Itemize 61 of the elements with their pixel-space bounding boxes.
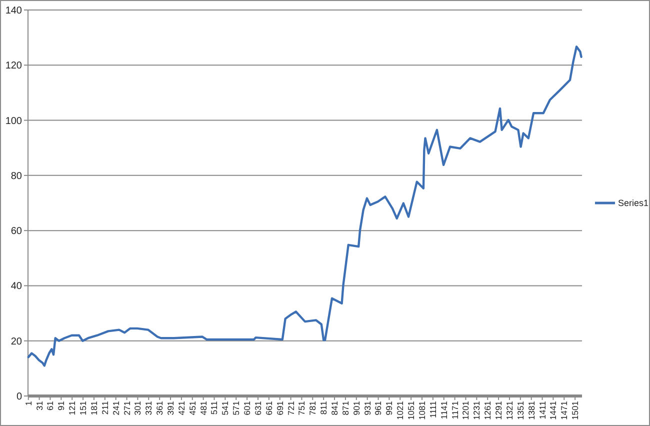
- x-tick-label: 1021: [395, 400, 406, 420]
- x-tick-label: 961: [373, 400, 384, 416]
- line-series: [27, 46, 582, 367]
- y-tick-label: 120: [5, 60, 22, 72]
- y-tick-label: 20: [10, 336, 22, 348]
- x-tick-label: 841: [329, 400, 340, 416]
- x-tick-label: 1: [23, 400, 34, 406]
- x-tick-label: 1291: [494, 400, 504, 420]
- x-tick-label: 1081: [416, 400, 427, 420]
- x-tick-label: 781: [308, 400, 318, 416]
- y-tick-label: 100: [5, 116, 22, 127]
- legend-label: Series1: [618, 198, 649, 208]
- y-tick-label: 80: [10, 170, 22, 182]
- x-tick-label: 871: [340, 400, 350, 416]
- x-tick-label: 1351: [515, 400, 526, 420]
- x-tick-label: 1321: [504, 400, 514, 420]
- x-tick-label: 1501: [570, 400, 580, 420]
- x-tick-label: 601: [242, 400, 252, 416]
- x-tick-label: 721: [286, 400, 296, 416]
- y-tick-label: 40: [10, 281, 22, 292]
- x-tick-label: 811: [318, 400, 329, 415]
- x-tick-label: 1441: [548, 400, 558, 420]
- x-tick-label: 1231: [472, 400, 482, 420]
- x-tick-label: 91: [56, 400, 66, 410]
- x-tick-label: 1171: [450, 400, 460, 420]
- x-tick-label: 1411: [537, 400, 548, 420]
- x-tick-label: 181: [88, 400, 99, 416]
- x-tick-label: 331: [144, 400, 154, 416]
- y-tick-label: 140: [5, 6, 22, 16]
- x-tick-label: 511: [209, 400, 220, 415]
- x-tick-label: 211: [100, 400, 110, 415]
- x-tick-label: 661: [264, 400, 274, 416]
- x-tick-label: 1381: [526, 400, 536, 420]
- x-tick-label: 541: [220, 400, 230, 416]
- x-tick-label: 361: [154, 400, 165, 416]
- x-tick-label: 241: [110, 400, 121, 416]
- x-tick-label: 301: [132, 400, 143, 416]
- x-tick-label: 31: [34, 400, 44, 410]
- x-tick-label: 1141: [438, 400, 449, 420]
- x-tick-label: 391: [165, 400, 176, 416]
- x-tick-label: 1471: [559, 400, 570, 420]
- x-tick-label: 751: [296, 400, 307, 416]
- x-tick-label: 571: [231, 400, 242, 416]
- x-tick-label: 451: [187, 400, 198, 416]
- x-tick-label: 691: [274, 400, 285, 416]
- x-tick-label: 1111: [428, 400, 438, 418]
- x-tick-label: 121: [67, 400, 78, 416]
- x-tick-label: 421: [176, 400, 186, 416]
- y-tick-label: 60: [10, 226, 22, 238]
- x-tick-label: 901: [351, 400, 362, 416]
- y-tick-label: 0: [16, 392, 22, 402]
- x-tick-label: 991: [384, 400, 394, 416]
- x-tick-label: 271: [122, 400, 132, 416]
- x-tick-label: 931: [362, 400, 372, 416]
- x-tick-label: 1201: [460, 400, 471, 420]
- x-tick-label: 61: [45, 400, 56, 410]
- x-tick-label: 151: [78, 400, 88, 416]
- x-tick-label: 631: [252, 400, 263, 416]
- x-tick-label: 1261: [482, 400, 493, 420]
- x-tick-label: 1051: [406, 400, 416, 420]
- x-tick-label: 481: [198, 400, 208, 416]
